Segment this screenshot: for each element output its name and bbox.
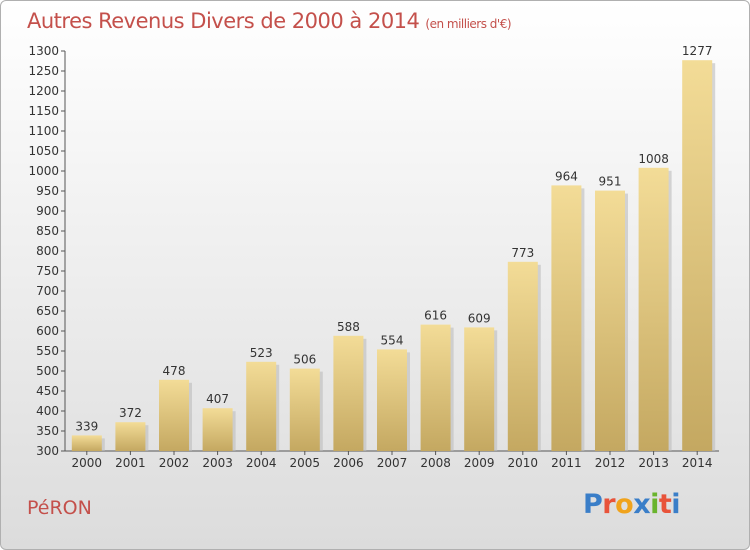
y-tick-label: 1100: [28, 124, 59, 138]
logo-letter: t: [658, 489, 672, 520]
x-tick-label: 2013: [638, 456, 669, 470]
bar: [682, 60, 713, 451]
logo-letter: i: [650, 489, 659, 520]
data-label: 773: [511, 246, 534, 260]
x-tick-label: 2005: [290, 456, 321, 470]
y-tick-label: 1050: [28, 144, 59, 158]
bar: [507, 261, 538, 451]
y-tick-label: 1300: [28, 44, 59, 58]
x-tick-label: 2012: [595, 456, 626, 470]
bar: [202, 408, 233, 451]
bar: [115, 422, 146, 451]
bar: [377, 349, 407, 451]
y-tick-label: 1250: [28, 64, 59, 78]
data-label: 588: [337, 320, 360, 334]
bar: [289, 368, 320, 451]
bar: [159, 379, 189, 451]
y-tick-label: 850: [36, 224, 59, 238]
y-tick-label: 950: [36, 184, 59, 198]
logo-letter: o: [615, 489, 634, 520]
y-tick-label: 700: [36, 284, 59, 298]
chart-subtitle: (en milliers d'€): [425, 17, 512, 31]
chart-title-text: Autres Revenus Divers de 2000 à 2014: [27, 9, 420, 33]
data-label: 523: [250, 346, 273, 360]
data-label: 407: [206, 392, 229, 406]
y-tick-label: 750: [36, 264, 59, 278]
y-tick-label: 1200: [28, 84, 59, 98]
chart-title: Autres Revenus Divers de 2000 à 2014 (en …: [27, 9, 512, 33]
y-tick-label: 1150: [28, 104, 59, 118]
x-tick-label: 2010: [508, 456, 539, 470]
bar: [464, 327, 495, 451]
data-label: 951: [599, 175, 622, 189]
bar: [420, 324, 451, 451]
x-tick-label: 2011: [551, 456, 582, 470]
x-tick-label: 2014: [682, 456, 713, 470]
data-label: 1277: [682, 44, 713, 58]
logo-letter: r: [602, 489, 616, 520]
y-tick-label: 500: [36, 364, 59, 378]
bar: [333, 335, 364, 451]
bar: [551, 185, 582, 451]
x-tick-label: 2004: [246, 456, 277, 470]
x-tick-label: 2001: [115, 456, 146, 470]
x-tick-label: 2000: [72, 456, 103, 470]
commune-name: PéRON: [27, 497, 92, 519]
data-label: 339: [75, 419, 98, 433]
bar: [638, 167, 669, 452]
y-tick-label: 450: [36, 384, 59, 398]
y-tick-label: 900: [36, 204, 59, 218]
x-tick-label: 2007: [377, 456, 408, 470]
bar: [246, 361, 277, 451]
data-label: 478: [163, 364, 186, 378]
data-label: 372: [119, 406, 142, 420]
y-tick-label: 550: [36, 344, 59, 358]
logo-letter: i: [671, 489, 681, 520]
data-label: 506: [293, 353, 316, 367]
data-label: 554: [381, 333, 404, 347]
x-tick-label: 2003: [202, 456, 233, 470]
logo-letter: x: [633, 489, 651, 520]
proxiti-logo[interactable]: Proxiti: [583, 489, 681, 520]
data-label: 964: [555, 169, 578, 183]
bar: [595, 190, 625, 451]
x-tick-label: 2002: [159, 456, 190, 470]
y-tick-label: 350: [36, 424, 59, 438]
y-tick-label: 650: [36, 304, 59, 318]
bar: [71, 435, 102, 451]
x-tick-label: 2008: [420, 456, 451, 470]
logo-letter: P: [583, 489, 603, 520]
y-tick-label: 600: [36, 324, 59, 338]
y-tick-label: 800: [36, 244, 59, 258]
y-tick-label: 1000: [28, 164, 59, 178]
data-label: 609: [468, 311, 491, 325]
data-label: 616: [424, 309, 447, 323]
y-tick-label: 400: [36, 404, 59, 418]
x-tick-label: 2006: [333, 456, 364, 470]
data-label: 1008: [638, 152, 669, 166]
x-tick-label: 2009: [464, 456, 495, 470]
y-tick-label: 300: [36, 444, 59, 458]
